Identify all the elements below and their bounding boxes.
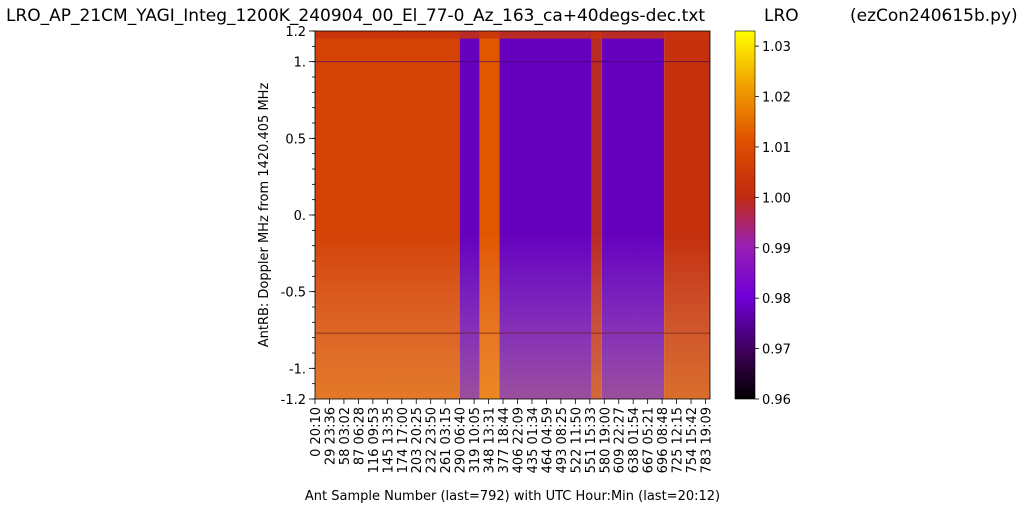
x-tick-label: 58 03:02	[338, 407, 353, 465]
x-tick-label: 725 12:15	[671, 407, 686, 473]
x-tick-label: 667 05:21	[642, 407, 657, 473]
x-tick-label: 29 23:36	[323, 407, 338, 465]
colorbar-tick-label: 1.02	[762, 91, 791, 106]
colorbar-tick-label: 0.97	[762, 343, 791, 358]
colorbar-tick-label: 1.03	[762, 40, 791, 55]
y-axis-label: AntRB: Doppler MHz from 1420.405 MHz	[257, 83, 272, 348]
x-tick-label: 348 13:31	[483, 407, 498, 473]
x-tick-label: 145 13:35	[381, 407, 396, 473]
x-tick-label: 435 01:34	[526, 407, 541, 473]
x-tick-label: 203 20:25	[410, 407, 425, 473]
y-tick-label: -1.	[289, 362, 306, 377]
x-tick-label: 406 22:09	[511, 407, 526, 473]
x-tick-label: 754 15:42	[685, 407, 700, 473]
chart-label-lro: LRO	[764, 6, 799, 26]
x-tick-label: 319 10:05	[468, 407, 483, 473]
colorbar-tick-label: 0.96	[762, 393, 791, 408]
colorbar-tick-label: 0.98	[762, 292, 791, 307]
colorbar-bar	[734, 30, 756, 400]
colorbar: 0.96 0.97 0.98 0.99 1.00 1.01 1.02 1.03	[734, 30, 791, 408]
x-tick-label: 174 17:00	[396, 407, 411, 473]
x-tick-label: 580 19:00	[598, 407, 613, 473]
colorbar-tick-label: 0.99	[762, 242, 791, 257]
x-tick-label: 464 04:59	[540, 407, 555, 473]
x-tick-label: 551 15:33	[584, 407, 599, 473]
colorbar-tick-label: 1.01	[762, 141, 791, 156]
y-tick-label: 1.	[294, 56, 306, 71]
heatmap-top-band	[315, 31, 710, 39]
x-tick-label: 696 08:48	[656, 407, 671, 473]
y-tick-label: -0.5	[281, 286, 306, 301]
y-tick-label: 1.2	[285, 25, 306, 40]
x-tick-label: 290 06:40	[454, 407, 469, 473]
x-tick-label: 0 20:10	[309, 407, 324, 457]
x-axis-label: Ant Sample Number (last=792) with UTC Ho…	[305, 489, 720, 504]
x-tick-label: 116 09:53	[367, 407, 382, 473]
y-tick-label: 0.	[294, 209, 306, 224]
axes: 1.2 1. 0.5 0. -0.5 -1. -1.20 20:10 29 23:36 58 0…	[257, 25, 720, 504]
heatmap-shading	[315, 31, 710, 399]
x-tick-label: 522 11:50	[569, 407, 584, 473]
x-tick-label: 609 22:27	[613, 407, 628, 473]
x-tick-label: 87 06:28	[352, 407, 367, 465]
x-tick-label: 638 01:54	[627, 407, 642, 473]
x-tick-label: 261 03:15	[439, 407, 454, 473]
y-tick-label: -1.2	[281, 393, 306, 408]
colorbar-tick-label: 1.00	[762, 191, 791, 206]
y-tick-label: 0.5	[285, 132, 306, 147]
x-tick-label: 232 23:50	[425, 407, 440, 473]
x-tick-label: 493 08:25	[555, 407, 570, 473]
chart-title: LRO_AP_21CM_YAGI_Integ_1200K_240904_00_E…	[6, 6, 706, 26]
x-tick-label: 377 18:44	[497, 407, 512, 473]
plot-area	[315, 31, 710, 399]
x-tick-label: 783 19:09	[700, 407, 715, 473]
script-name: (ezCon240615b.py)	[850, 6, 1018, 26]
